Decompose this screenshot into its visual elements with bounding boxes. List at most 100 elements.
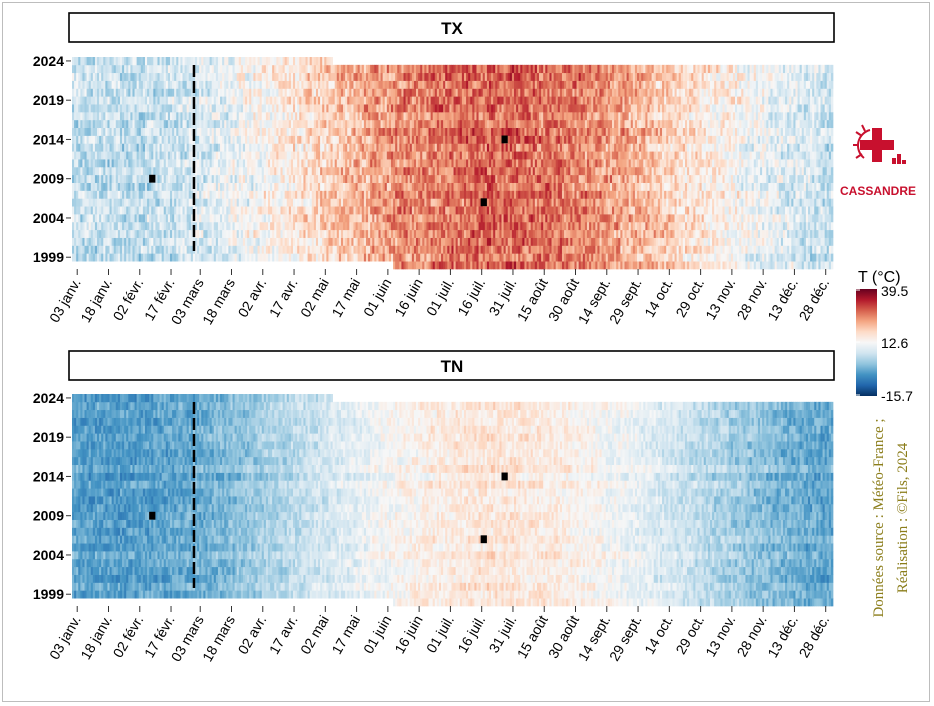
heatmap-cell bbox=[270, 198, 273, 207]
heatmap-cell bbox=[284, 229, 288, 238]
heatmap-cell bbox=[463, 229, 467, 238]
heatmap-cell bbox=[205, 159, 208, 168]
heatmap-cell bbox=[430, 182, 434, 191]
heatmap-cell bbox=[299, 245, 302, 254]
heatmap-cell bbox=[384, 237, 388, 246]
heatmap-cell bbox=[217, 245, 221, 254]
heatmap-cell bbox=[278, 206, 281, 215]
heatmap-cell bbox=[105, 229, 108, 238]
heatmap-cell bbox=[445, 221, 448, 231]
heatmap-cell bbox=[628, 261, 632, 270]
heatmap-cell bbox=[280, 253, 283, 262]
heatmap-cell bbox=[186, 166, 190, 176]
heatmap-cell bbox=[543, 245, 546, 254]
heatmap-cell bbox=[735, 261, 738, 270]
heatmap-cell bbox=[680, 214, 684, 223]
heatmap-cell bbox=[136, 174, 140, 183]
heatmap-cell bbox=[559, 159, 563, 168]
heatmap-cell bbox=[795, 166, 798, 176]
heatmap-cell bbox=[603, 253, 607, 262]
heatmap-cell bbox=[424, 174, 427, 183]
heatmap-cell bbox=[643, 182, 646, 191]
heatmap-cell bbox=[805, 190, 809, 199]
heatmap-cell bbox=[88, 245, 92, 254]
heatmap-cell bbox=[624, 253, 627, 262]
heatmap-cell bbox=[359, 253, 363, 262]
heatmap-cell bbox=[793, 206, 796, 215]
heatmap-cell bbox=[616, 261, 619, 270]
heatmap-cell bbox=[234, 229, 238, 238]
heatmap-cell bbox=[543, 174, 546, 183]
heatmap-cell bbox=[580, 159, 584, 168]
heatmap-cell bbox=[670, 190, 673, 199]
heatmap-cell bbox=[103, 182, 106, 191]
heatmap-cell bbox=[599, 221, 602, 231]
heatmap-cell bbox=[395, 221, 398, 231]
heatmap-cell bbox=[472, 253, 475, 262]
heatmap-cell bbox=[676, 206, 680, 215]
heatmap-cell bbox=[547, 174, 550, 183]
heatmap-cell bbox=[480, 221, 484, 231]
heatmap-cell bbox=[493, 245, 496, 254]
heatmap-cell bbox=[103, 221, 106, 231]
heatmap-cell bbox=[72, 151, 75, 160]
heatmap-cell bbox=[303, 198, 306, 207]
heatmap-cell bbox=[432, 198, 436, 207]
heatmap-cell bbox=[195, 174, 198, 183]
heatmap-cell bbox=[824, 245, 828, 254]
heatmap-cell bbox=[795, 206, 798, 215]
heatmap-cell bbox=[453, 174, 456, 183]
heatmap-cell bbox=[463, 253, 467, 262]
heatmap-cell bbox=[167, 237, 171, 246]
heatmap-cell bbox=[803, 229, 807, 238]
heatmap-cell bbox=[762, 221, 765, 231]
heatmap-cell bbox=[205, 206, 208, 215]
heatmap-cell bbox=[303, 214, 306, 223]
heatmap-cell bbox=[495, 182, 498, 191]
heatmap-cell bbox=[568, 253, 571, 262]
heatmap-cell bbox=[578, 237, 582, 246]
heatmap-cell bbox=[382, 182, 386, 191]
heatmap-cell bbox=[628, 214, 632, 223]
heatmap-cell bbox=[735, 206, 738, 215]
heatmap-cell bbox=[768, 206, 771, 215]
heatmap-cell bbox=[463, 159, 467, 168]
heatmap-cell bbox=[320, 214, 323, 223]
heatmap-cell bbox=[88, 166, 92, 176]
heatmap-cell bbox=[578, 166, 582, 176]
heatmap-cell bbox=[493, 261, 496, 270]
heatmap-cell bbox=[205, 237, 208, 246]
heatmap-cell bbox=[453, 237, 456, 246]
heatmap-cell bbox=[503, 214, 507, 223]
heatmap-cell bbox=[616, 206, 619, 215]
heatmap-cell bbox=[591, 166, 594, 176]
heatmap-cell bbox=[226, 159, 229, 168]
heatmap-cell bbox=[645, 198, 648, 207]
heatmap-cell bbox=[99, 151, 102, 160]
heatmap-cell bbox=[424, 214, 427, 223]
heatmap-cell bbox=[368, 174, 371, 183]
heatmap-cell bbox=[530, 174, 534, 183]
heatmap-cell bbox=[340, 245, 344, 254]
heatmap-cell bbox=[616, 229, 619, 238]
heatmap-cell bbox=[632, 159, 636, 168]
heatmap-cell bbox=[324, 198, 327, 207]
heatmap-cell bbox=[778, 190, 782, 199]
heatmap-cell bbox=[797, 206, 800, 215]
heatmap-cell bbox=[413, 166, 417, 176]
heatmap-cell bbox=[205, 253, 208, 262]
heatmap-cell bbox=[624, 261, 627, 270]
heatmap-cell bbox=[295, 206, 298, 215]
heatmap-cell bbox=[159, 253, 162, 262]
heatmap-cell bbox=[382, 174, 386, 183]
heatmap-cell bbox=[153, 166, 156, 176]
heatmap-cell bbox=[176, 214, 179, 223]
heatmap-cell bbox=[728, 237, 732, 246]
heatmap-cell bbox=[766, 190, 769, 199]
heatmap-cell bbox=[165, 245, 169, 254]
heatmap-cell bbox=[630, 159, 634, 168]
heatmap-cell bbox=[324, 221, 327, 231]
heatmap-cell bbox=[647, 206, 650, 215]
heatmap-cell bbox=[807, 182, 811, 191]
heatmap-cell bbox=[228, 206, 231, 215]
